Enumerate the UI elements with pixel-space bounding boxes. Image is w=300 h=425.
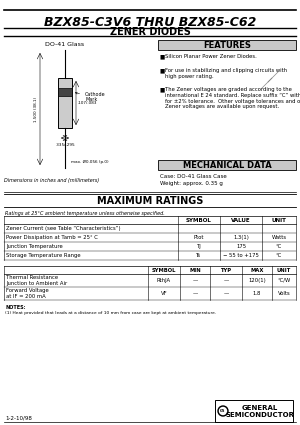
- Text: Dimensions in inches and (millimeters): Dimensions in inches and (millimeters): [4, 178, 99, 183]
- Text: Zener Current (see Table “Characteristics”): Zener Current (see Table “Characteristic…: [6, 226, 121, 231]
- Text: Watts: Watts: [272, 235, 286, 240]
- Text: The Zener voltages are graded according to the
international E 24 standard. Repl: The Zener voltages are graded according …: [165, 87, 300, 109]
- Text: —: —: [224, 291, 229, 296]
- Text: SEMICONDUCTOR: SEMICONDUCTOR: [226, 412, 295, 418]
- Text: ■: ■: [160, 68, 165, 73]
- Text: NOTES:: NOTES:: [5, 305, 26, 310]
- Text: Storage Temperature Range: Storage Temperature Range: [6, 253, 81, 258]
- Text: UNIT: UNIT: [272, 218, 286, 223]
- Text: UNIT: UNIT: [277, 267, 291, 272]
- Text: —: —: [192, 278, 198, 283]
- Text: FEATURES: FEATURES: [203, 40, 251, 49]
- Text: (1) Heat provided that leads at a distance of 10 mm from case are kept at ambien: (1) Heat provided that leads at a distan…: [5, 311, 216, 315]
- Text: Ptot: Ptot: [194, 235, 204, 240]
- Text: .107/.083: .107/.083: [78, 101, 98, 105]
- Text: Thermal Resistance
Junction to Ambient Air: Thermal Resistance Junction to Ambient A…: [6, 275, 67, 286]
- Text: Power Dissipation at Tamb = 25° C: Power Dissipation at Tamb = 25° C: [6, 235, 98, 240]
- Text: DO-41 Glass: DO-41 Glass: [45, 42, 85, 47]
- Text: TYP: TYP: [220, 267, 232, 272]
- Text: GS: GS: [220, 409, 226, 413]
- Text: °C/W: °C/W: [278, 278, 291, 283]
- Text: RthJA: RthJA: [157, 278, 171, 283]
- Bar: [215, 400, 293, 422]
- Text: MAXIMUM RATINGS: MAXIMUM RATINGS: [97, 196, 203, 206]
- Text: MAX: MAX: [250, 267, 264, 272]
- FancyArrowPatch shape: [268, 78, 272, 82]
- Text: Weight: approx. 0.35 g: Weight: approx. 0.35 g: [160, 181, 223, 186]
- Bar: [58, 78, 72, 128]
- Text: Tj: Tj: [196, 244, 201, 249]
- Text: Cathode
Mark: Cathode Mark: [75, 92, 106, 102]
- Text: °C: °C: [276, 253, 282, 258]
- Text: —: —: [224, 278, 229, 283]
- Text: ■: ■: [160, 54, 165, 59]
- Text: 120(1): 120(1): [248, 278, 266, 283]
- Text: ■: ■: [160, 87, 165, 92]
- Text: Silicon Planar Power Zener Diodes.: Silicon Planar Power Zener Diodes.: [165, 54, 257, 59]
- Text: 1-2-10/98: 1-2-10/98: [5, 416, 32, 421]
- Text: —: —: [192, 291, 198, 296]
- Text: BZX85-C3V6 THRU BZX85-C62: BZX85-C3V6 THRU BZX85-C62: [44, 15, 256, 28]
- Text: Junction Temperature: Junction Temperature: [6, 244, 63, 249]
- Text: Ratings at 25°C ambient temperature unless otherwise specified.: Ratings at 25°C ambient temperature unle…: [5, 211, 165, 216]
- Bar: [158, 160, 296, 170]
- Text: SYMBOL: SYMBOL: [186, 218, 212, 223]
- Text: − 55 to +175: − 55 to +175: [223, 253, 259, 258]
- Text: °C: °C: [276, 244, 282, 249]
- Text: GENERAL: GENERAL: [242, 405, 278, 411]
- Text: 1.500 (38.1): 1.500 (38.1): [34, 96, 38, 122]
- Bar: [158, 40, 296, 50]
- Text: VF: VF: [161, 291, 167, 296]
- Text: .335/.295: .335/.295: [55, 143, 75, 147]
- Text: 1.3(1): 1.3(1): [233, 235, 249, 240]
- Bar: [58, 88, 72, 96]
- Circle shape: [220, 408, 226, 414]
- Text: 1.8: 1.8: [253, 291, 261, 296]
- Text: Forward Voltage
at IF = 200 mA: Forward Voltage at IF = 200 mA: [6, 288, 49, 299]
- Text: Volts: Volts: [278, 291, 290, 296]
- Text: 175: 175: [236, 244, 246, 249]
- Text: For use in stabilizing and clipping circuits with
high power rating.: For use in stabilizing and clipping circ…: [165, 68, 287, 79]
- Text: MECHANICAL DATA: MECHANICAL DATA: [183, 161, 272, 170]
- Text: SYMBOL: SYMBOL: [152, 267, 176, 272]
- Text: MIN: MIN: [189, 267, 201, 272]
- Text: VALUE: VALUE: [231, 218, 251, 223]
- Text: max. Ø0.056 (p.0): max. Ø0.056 (p.0): [71, 160, 109, 164]
- Circle shape: [218, 406, 228, 416]
- Text: ZENER DIODES: ZENER DIODES: [110, 27, 190, 37]
- Text: Ts: Ts: [196, 253, 202, 258]
- Text: Case: DO-41 Glass Case: Case: DO-41 Glass Case: [160, 174, 227, 179]
